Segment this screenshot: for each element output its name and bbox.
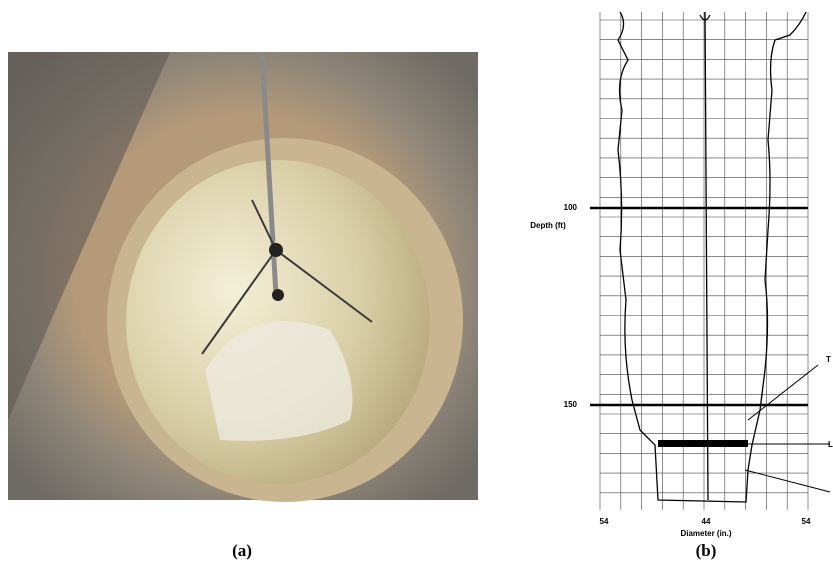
depth-tick: 100	[564, 203, 578, 212]
annotation: T	[826, 355, 831, 364]
annotation: L	[828, 440, 833, 449]
diameter-label: Diameter (in.)	[680, 529, 731, 538]
diameter-tick: 44	[702, 517, 711, 526]
log-grid	[599, 12, 809, 510]
diameter-tick: 54	[802, 517, 811, 526]
diameter-tick: 54	[600, 517, 609, 526]
log-curves	[617, 11, 807, 503]
depth-label: Depth (ft)	[530, 221, 566, 230]
photo	[8, 51, 478, 502]
depth-tick: 150	[564, 400, 578, 409]
arrow	[744, 469, 831, 493]
caption: (b)	[696, 541, 717, 560]
caption: (a)	[232, 541, 252, 560]
arrow	[747, 364, 819, 421]
marker-bar	[658, 440, 748, 447]
